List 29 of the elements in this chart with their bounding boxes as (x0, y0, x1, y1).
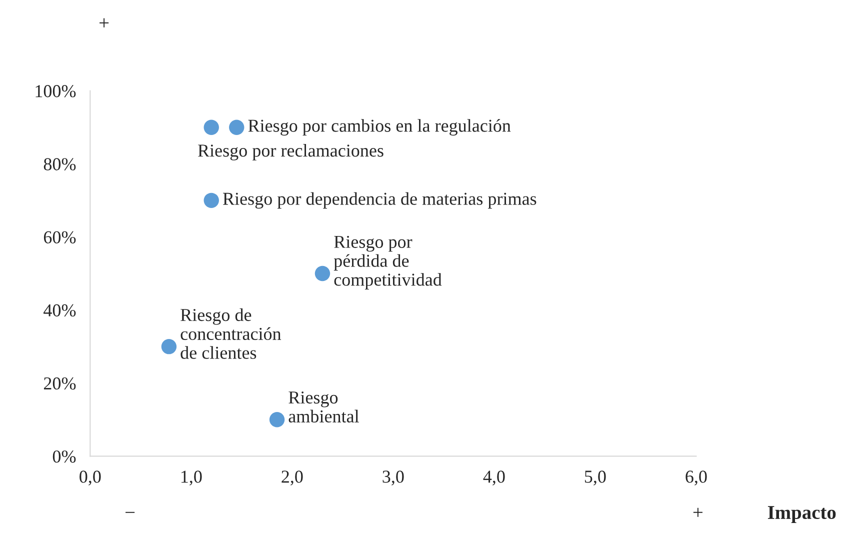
x-tick-label: 1,0 (181, 470, 202, 486)
x-tick-label: 5,0 (584, 470, 606, 486)
annotation: Riesgo por cambios en la regulación (248, 119, 511, 136)
x-axis-title: Impacto (768, 506, 836, 523)
x-tick-label: 3,0 (382, 470, 404, 486)
point (204, 120, 219, 135)
point (204, 192, 219, 208)
y-tick-label: 80% (44, 158, 76, 170)
y-tick-label: 20% (44, 377, 76, 390)
x-tick-label: 6,0 (686, 470, 707, 486)
x-tick-label: 0,0 (80, 470, 101, 486)
text: + (100, 18, 109, 28)
point (229, 120, 244, 135)
y-tick-label: 100% (36, 85, 76, 98)
annotation: Riesgo por reclamaciones (198, 144, 384, 160)
annotation: Riesgo ambiental (288, 391, 359, 423)
annotation: Riesgo de concentración de clientes (180, 308, 282, 359)
x-tick-label: 2,0 (282, 470, 303, 486)
annotation: Riesgo por dependencia de materias primas (223, 192, 536, 209)
y-tick-label: 40% (44, 304, 76, 317)
point (161, 338, 177, 354)
y-tick-label: 0% (52, 450, 76, 463)
text: − (126, 512, 135, 513)
text: + (693, 508, 702, 517)
point (314, 266, 330, 282)
annotation: Riesgo por pérdida de competitividad (334, 236, 442, 290)
y-tick-label: 60% (44, 231, 76, 244)
x-tick-label: 4,0 (483, 470, 505, 486)
point (269, 412, 285, 428)
